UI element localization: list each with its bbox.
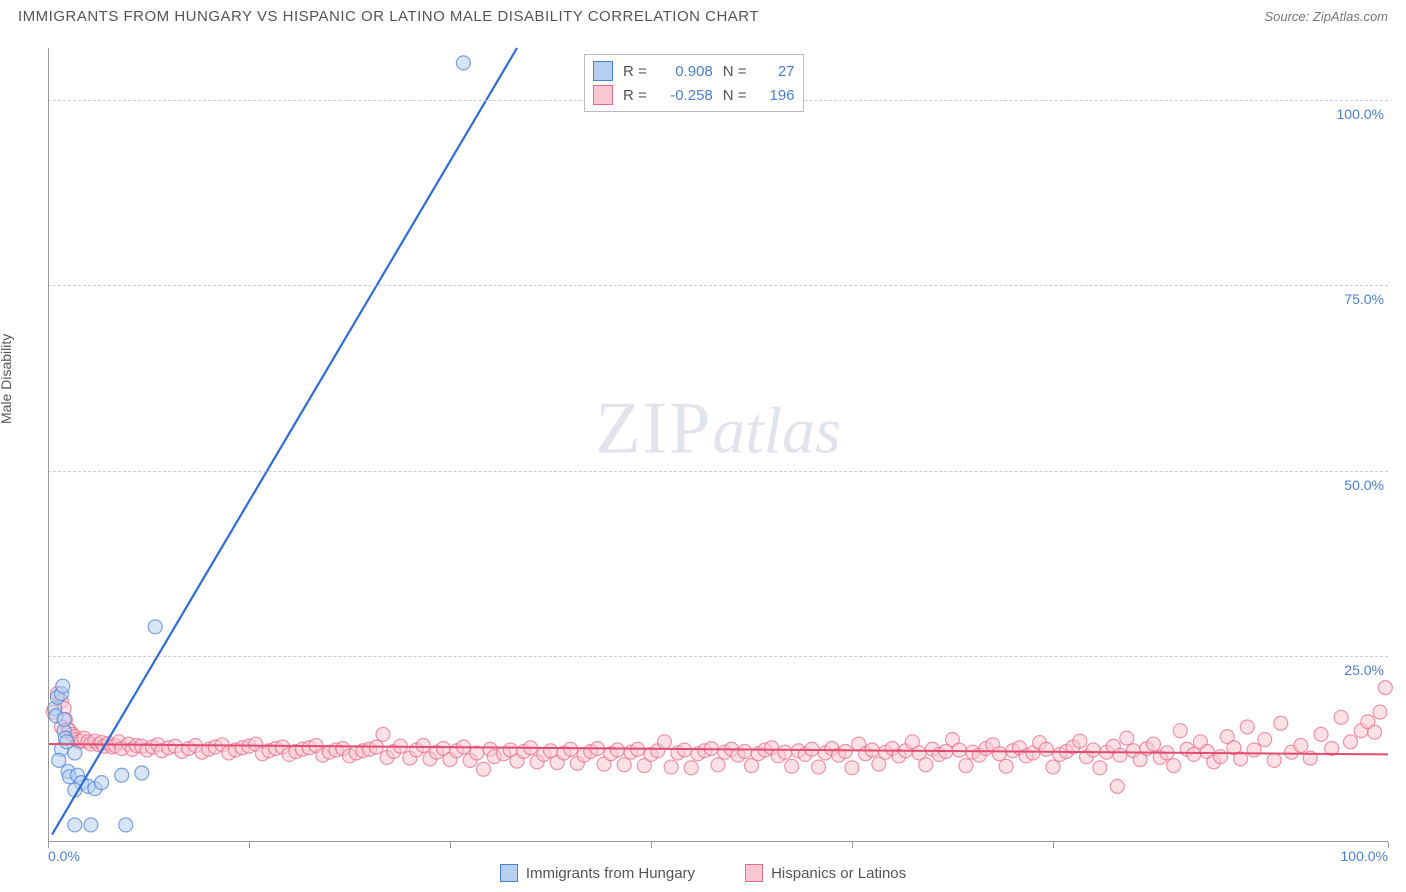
stats-legend: R = 0.908 N = 27 R = -0.258 N = 196 bbox=[584, 54, 804, 112]
stats-n-label: N = bbox=[723, 87, 747, 104]
stats-n-label: N = bbox=[723, 63, 747, 80]
x-tick bbox=[249, 842, 250, 848]
stats-row-blue: R = 0.908 N = 27 bbox=[593, 59, 795, 83]
plot-area: ZIPatlas 25.0%50.0%75.0%100.0% 0.0%100.0… bbox=[48, 48, 1388, 842]
legend-swatch-blue bbox=[500, 864, 518, 882]
chart-header: IMMIGRANTS FROM HUNGARY VS HISPANIC OR L… bbox=[0, 0, 1406, 31]
stats-n-blue: 27 bbox=[759, 63, 795, 80]
legend-label-pink: Hispanics or Latinos bbox=[771, 865, 906, 882]
stats-r-blue: 0.908 bbox=[659, 63, 713, 80]
x-tick-label: 0.0% bbox=[48, 848, 80, 864]
chart-title: IMMIGRANTS FROM HUNGARY VS HISPANIC OR L… bbox=[18, 8, 759, 25]
x-tick bbox=[651, 842, 652, 848]
stats-swatch-blue bbox=[593, 61, 613, 81]
x-tick bbox=[1388, 842, 1389, 848]
y-axis-label: Male Disability bbox=[0, 334, 14, 424]
x-tick-label: 100.0% bbox=[1341, 848, 1388, 864]
legend-label-blue: Immigrants from Hungary bbox=[526, 865, 695, 882]
series-legend: Immigrants from Hungary Hispanics or Lat… bbox=[0, 864, 1406, 882]
stats-r-pink: -0.258 bbox=[659, 87, 713, 104]
y-axis-line bbox=[48, 48, 49, 842]
y-tick-label: 75.0% bbox=[1344, 291, 1384, 307]
x-tick bbox=[852, 842, 853, 848]
stats-row-pink: R = -0.258 N = 196 bbox=[593, 83, 795, 107]
y-tick-label: 25.0% bbox=[1344, 662, 1384, 678]
stats-r-label: R = bbox=[623, 63, 647, 80]
stats-n-pink: 196 bbox=[759, 87, 795, 104]
y-tick-label: 100.0% bbox=[1337, 106, 1384, 122]
legend-swatch-pink bbox=[745, 864, 763, 882]
source-credit: Source: ZipAtlas.com bbox=[1264, 9, 1388, 24]
grid-line bbox=[48, 471, 1388, 472]
stats-r-label: R = bbox=[623, 87, 647, 104]
x-axis-line bbox=[48, 841, 1388, 842]
chart-svg bbox=[48, 48, 1388, 842]
y-tick-label: 50.0% bbox=[1344, 477, 1384, 493]
x-tick bbox=[1053, 842, 1054, 848]
legend-item-blue: Immigrants from Hungary bbox=[500, 864, 695, 882]
stats-swatch-pink bbox=[593, 85, 613, 105]
grid-line bbox=[48, 656, 1388, 657]
legend-item-pink: Hispanics or Latinos bbox=[745, 864, 906, 882]
x-tick bbox=[450, 842, 451, 848]
grid-line bbox=[48, 285, 1388, 286]
